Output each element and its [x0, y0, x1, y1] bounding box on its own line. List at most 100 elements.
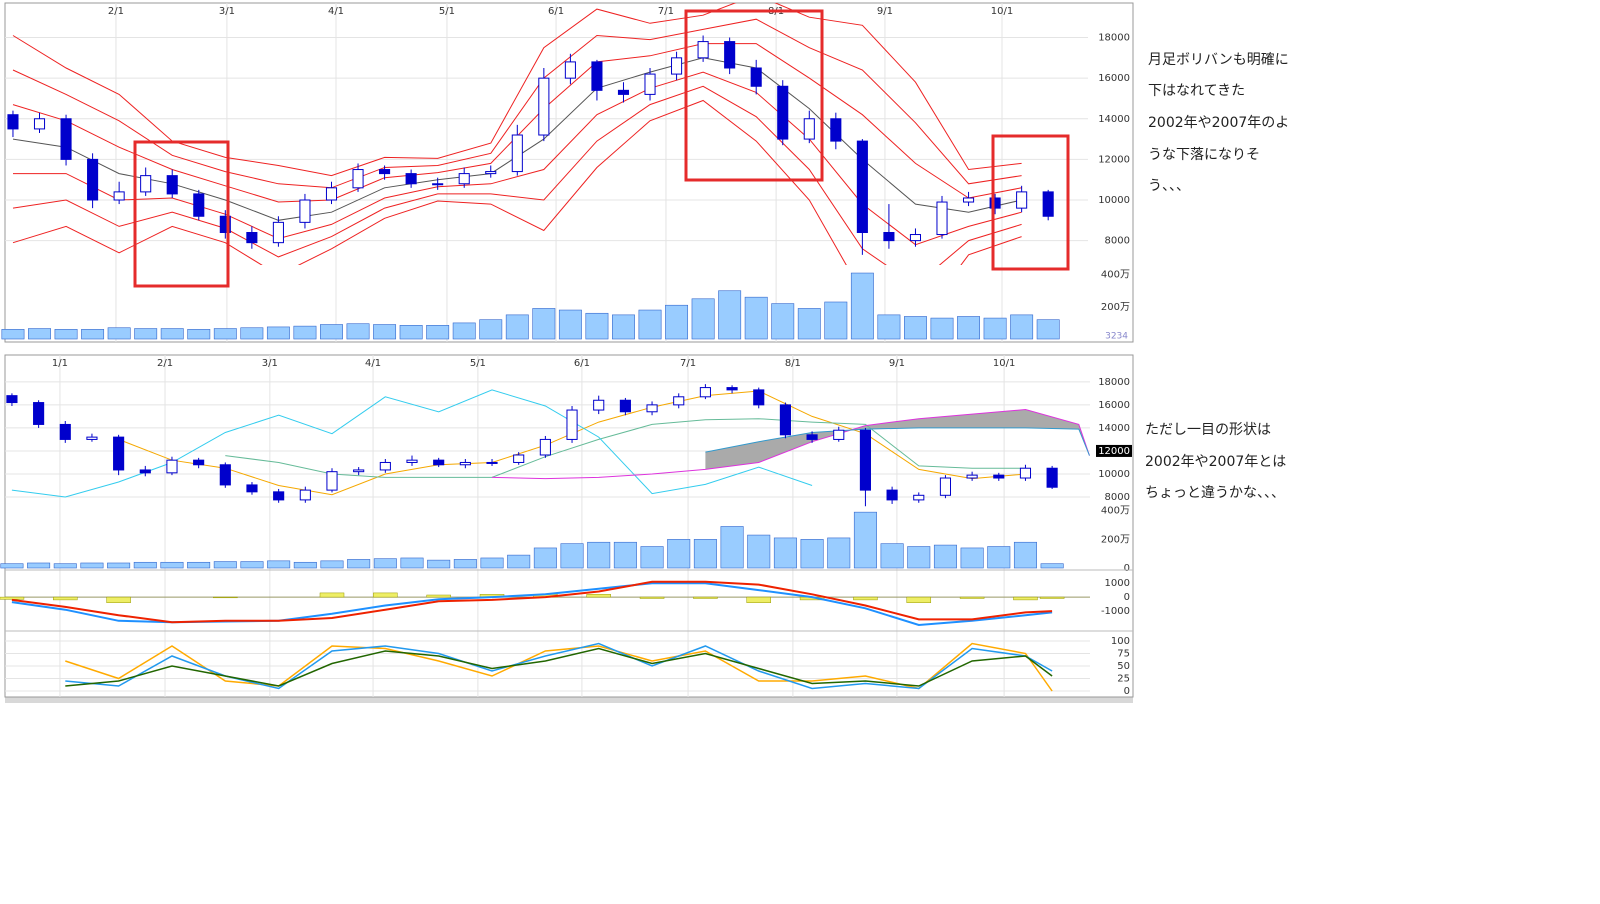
volume-bar — [747, 534, 771, 569]
candle-body — [1042, 191, 1054, 217]
volume-bar — [744, 296, 768, 340]
annotation: ちょっと違うかな、、、 — [1145, 485, 1285, 501]
y-tick-label: 16000 — [1098, 73, 1130, 84]
candle-body — [593, 399, 605, 411]
x-tick-label: 3/1 — [219, 6, 235, 17]
candle-body — [777, 85, 789, 140]
volume-bar — [797, 308, 821, 340]
scrollbar[interactable] — [5, 697, 1133, 703]
candle-body — [539, 438, 551, 456]
candle-body — [566, 409, 578, 440]
volume-bar — [160, 328, 184, 340]
y-tick-label: 400万 — [1101, 506, 1130, 517]
y-tick-label: 18000 — [1098, 377, 1130, 388]
overlay-line — [705, 427, 1090, 456]
candle-body — [219, 464, 231, 486]
x-tick-label: 4/1 — [365, 358, 381, 369]
y-tick-label: 400万 — [1101, 270, 1130, 281]
y-tick-label: 8000 — [1105, 236, 1130, 247]
candle-body — [750, 67, 762, 87]
volume-bar — [213, 561, 237, 569]
volume-bar — [81, 329, 105, 340]
candle-body — [379, 169, 391, 175]
volume-bar — [373, 558, 397, 569]
x-tick-label: 2/1 — [157, 358, 173, 369]
volume-bar — [28, 328, 51, 340]
volume-bar — [347, 559, 371, 569]
annotation: 2002年や2007年とは — [1145, 454, 1286, 470]
overlay-line — [12, 99, 1022, 265]
volume-bar — [1036, 319, 1060, 340]
candle-body — [989, 197, 1001, 209]
volume-bar — [987, 546, 1011, 569]
volume-bar — [0, 563, 24, 569]
volume-bar — [824, 301, 848, 340]
candle-body — [326, 471, 338, 491]
macd-histogram — [426, 594, 451, 598]
volume-bar — [960, 547, 984, 569]
candle-body — [166, 459, 178, 474]
volume-bar — [558, 309, 582, 340]
y-tick-label: 0 — [1124, 563, 1130, 574]
volume-bar — [54, 329, 78, 340]
candle-body — [113, 436, 125, 471]
volume-bar — [850, 272, 874, 340]
volume-bar — [479, 319, 503, 340]
candle-body — [299, 489, 311, 501]
candle-body — [246, 484, 258, 493]
y-tick-label: 12000 — [1098, 446, 1130, 457]
candle-body — [883, 232, 895, 242]
volume-bar — [1, 329, 25, 340]
candle-body — [86, 436, 98, 440]
y-tick-label: 50 — [1117, 661, 1130, 672]
x-tick-label: 4/1 — [328, 6, 344, 17]
volume-bar — [957, 316, 981, 340]
candle-body — [1046, 467, 1058, 488]
volume-bar — [320, 324, 343, 340]
volume-bar — [720, 526, 744, 569]
y-tick-label: 16000 — [1098, 400, 1130, 411]
macd-histogram — [959, 596, 985, 599]
volume-bar — [267, 560, 291, 569]
candle-body — [699, 387, 711, 398]
volume-bar — [533, 547, 557, 569]
candle-body — [193, 193, 205, 217]
stochastic-line — [65, 647, 1053, 687]
volume-bar — [399, 325, 423, 340]
candle-body — [219, 215, 231, 234]
y-tick-label: 8000 — [1105, 492, 1130, 503]
volume-bar — [904, 316, 927, 340]
candle-body — [859, 429, 871, 491]
volume-bar — [293, 561, 317, 569]
annotation: 2002年や2007年のよ — [1148, 115, 1289, 131]
candle-body — [325, 187, 338, 201]
highlight-box — [991, 134, 1070, 271]
candle-body — [617, 89, 630, 95]
annotation: 下はなれてきた — [1148, 83, 1245, 99]
volume-bar — [505, 314, 529, 340]
volume-bar — [266, 326, 290, 340]
y-tick-label: 10000 — [1098, 195, 1130, 206]
x-tick-label: 1/1 — [52, 358, 68, 369]
volume-bar — [907, 546, 931, 569]
candle-body — [753, 389, 765, 406]
x-tick-label: 9/1 — [889, 358, 905, 369]
volume-bar — [983, 317, 1007, 340]
volume-bar — [585, 312, 609, 340]
candle-body — [140, 175, 152, 193]
volume-bar — [27, 562, 51, 569]
candle-body — [726, 387, 738, 391]
volume-bar — [877, 314, 901, 340]
y-tick-label: 75 — [1117, 649, 1130, 660]
volume-bar — [1010, 314, 1034, 340]
volume-bar — [638, 309, 662, 340]
macd-histogram — [53, 596, 78, 601]
x-tick-label: 2/1 — [108, 6, 124, 17]
overlay-layer: 月足ボリバンも明確に 下はなれてきた 2002年や2007年のよ うな下落になり… — [133, 9, 1289, 501]
stochastic-line — [65, 642, 1053, 692]
overlay-line — [12, 3, 1022, 177]
candle-body — [60, 118, 72, 160]
volume-bar — [160, 561, 184, 569]
candle-body — [1019, 467, 1032, 479]
